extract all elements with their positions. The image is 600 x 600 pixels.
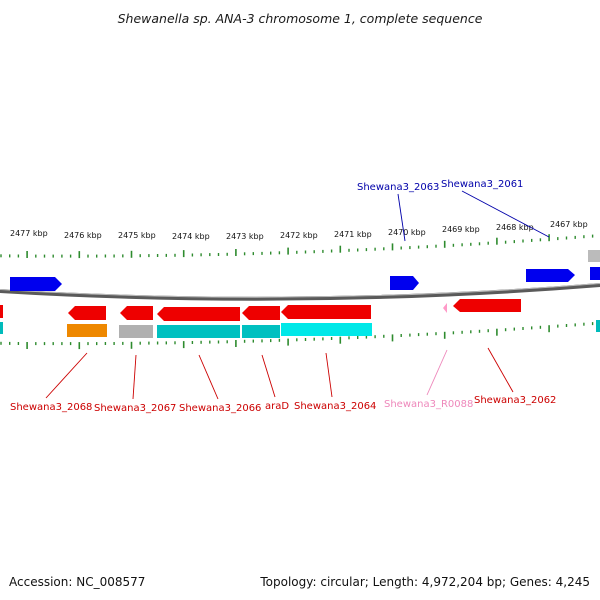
gene-arrow-reverse[interactable] bbox=[0, 305, 3, 318]
gene-arrow-reverse[interactable] bbox=[68, 306, 106, 320]
scale-ticks-forward bbox=[0, 234, 594, 259]
tick-label: 2468 kbp bbox=[496, 223, 534, 232]
tick-label: 2470 kbp bbox=[388, 228, 426, 237]
leader-line bbox=[397, 193, 406, 242]
feature-block-cyan[interactable] bbox=[242, 325, 280, 338]
gene-label[interactable]: araD bbox=[265, 401, 289, 412]
reverse-strand-genes bbox=[0, 299, 521, 321]
gene-arrow-reverse[interactable] bbox=[157, 307, 240, 321]
leader-line bbox=[45, 352, 88, 399]
feature-block-gray[interactable] bbox=[119, 325, 153, 338]
gene-label[interactable]: Shewana3_R0088 bbox=[384, 399, 473, 410]
feature-block-cyan[interactable] bbox=[596, 320, 600, 332]
gene-label[interactable]: Shewana3_2066 bbox=[179, 403, 261, 414]
leader-line bbox=[461, 190, 550, 238]
gene-block-gray[interactable] bbox=[588, 250, 600, 262]
gene-arrow-forward[interactable] bbox=[10, 277, 62, 291]
tick-label: 2471 kbp bbox=[334, 230, 372, 239]
gene-label[interactable]: Shewana3_2063 bbox=[357, 182, 439, 193]
gene-arrow-forward[interactable] bbox=[590, 267, 600, 280]
map-title: Shewanella sp. ANA-3 chromosome 1, compl… bbox=[118, 11, 483, 26]
gene-label[interactable]: Shewana3_2067 bbox=[94, 403, 176, 414]
label-leader-lines bbox=[45, 190, 550, 400]
tick-label: 2472 kbp bbox=[280, 231, 318, 240]
leader-line bbox=[132, 354, 137, 400]
chromosome-backbone bbox=[0, 283, 600, 301]
leader-line bbox=[261, 354, 276, 398]
feature-block-cyan[interactable] bbox=[281, 323, 372, 336]
gene-labels: Shewana3_2063 Shewana3_2061 Shewana3_206… bbox=[10, 179, 556, 414]
gene-arrow-reverse[interactable] bbox=[242, 306, 280, 320]
accession-text: Accession: NC_008577 bbox=[9, 575, 145, 589]
gene-arrow-reverse[interactable] bbox=[453, 299, 521, 312]
rna-feature[interactable] bbox=[443, 303, 447, 313]
gene-arrow-forward[interactable] bbox=[526, 269, 575, 282]
tick-label: 2477 kbp bbox=[10, 229, 48, 238]
gene-arrow-forward[interactable] bbox=[390, 276, 419, 290]
leader-line bbox=[487, 347, 514, 393]
tick-label: 2474 kbp bbox=[172, 232, 210, 241]
gene-label[interactable]: Shewana3_2061 bbox=[441, 179, 523, 190]
gene-arrow-reverse[interactable] bbox=[120, 306, 153, 320]
feature-block-cyan[interactable] bbox=[157, 325, 240, 338]
genome-stats-text: Topology: circular; Length: 4,972,204 bp… bbox=[259, 575, 590, 589]
tick-label: 2473 kbp bbox=[226, 232, 264, 241]
gene-label[interactable]: Shewana3_2064 bbox=[294, 401, 376, 412]
feature-block-orange[interactable] bbox=[67, 324, 107, 337]
tick-label: 2467 kbp bbox=[550, 220, 588, 229]
scale-ticks-reverse bbox=[0, 322, 594, 350]
feature-block-cyan[interactable] bbox=[0, 322, 3, 334]
forward-strand-genes bbox=[10, 250, 600, 291]
feature-blocks bbox=[0, 320, 600, 338]
leader-line bbox=[426, 349, 448, 396]
tick-label: 2476 kbp bbox=[64, 231, 102, 240]
leader-line bbox=[198, 354, 219, 400]
scale-labels: 2477 kbp 2476 kbp 2475 kbp 2474 kbp 2473… bbox=[10, 220, 588, 241]
leader-line bbox=[325, 352, 333, 398]
gene-label[interactable]: Shewana3_2062 bbox=[474, 395, 556, 406]
gene-arrow-reverse[interactable] bbox=[281, 305, 371, 319]
gene-label[interactable]: Shewana3_2068 bbox=[10, 402, 92, 413]
tick-label: 2475 kbp bbox=[118, 231, 156, 240]
tick-label: 2469 kbp bbox=[442, 225, 480, 234]
backbone-highlight bbox=[0, 283, 600, 298]
